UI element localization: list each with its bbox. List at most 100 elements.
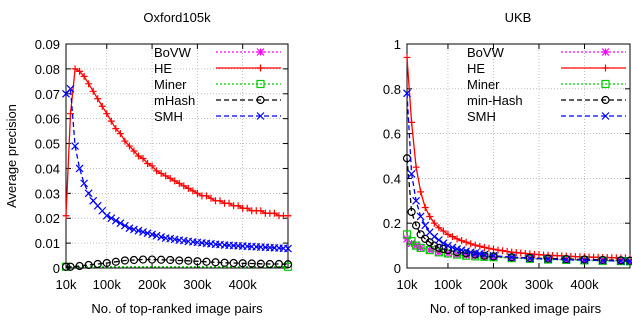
data-point [94,95,102,103]
data-point [76,67,84,75]
data-point [430,241,439,250]
x-tick-label: 10k [397,277,418,292]
y-tick-label: 0.05 [35,137,60,152]
data-point [458,237,466,245]
y-tick-label: 0.09 [35,37,60,52]
data-point [403,89,411,98]
series-line [406,93,631,262]
legend-marker [256,95,265,105]
data-point [89,87,97,95]
data-point [139,154,147,162]
data-point [166,255,175,265]
data-point [449,233,457,241]
data-point [452,250,462,259]
data-point [143,229,152,238]
data-point [412,241,421,250]
data-point [421,204,429,212]
data-point [480,251,489,260]
y-tick-label: 1 [394,37,401,52]
data-point [407,169,416,178]
legend-label: HE [154,61,172,76]
data-point [407,239,416,248]
data-point [444,230,452,238]
data-point [416,212,425,221]
data-point [184,184,192,192]
data-point [211,258,220,267]
data-point [138,255,148,264]
data-point [283,260,293,269]
chart-2: 10k 100k 200k 300k 400k 0 0.2 0.4 0.6 0.8 1 UKB No. … [383,10,632,316]
data-point [207,194,215,202]
data-point [147,255,157,264]
data-point [243,204,251,212]
data-point [98,102,106,110]
data-point [125,142,133,150]
data-point [175,256,184,265]
data-point [503,247,511,255]
data-point [85,80,93,88]
data-point [417,188,425,196]
y-tick-label: 0.06 [35,112,60,127]
data-point [425,245,434,255]
data-point [238,259,247,268]
x-tick-label: 300k [183,277,212,292]
data-point [153,167,161,175]
legend-label: Miner [154,77,187,92]
legend-label: mHash [154,93,195,108]
data-point [453,245,461,253]
data-point [102,211,111,220]
x-axis-label: No. of top-ranked image pairs [430,301,602,316]
data-point [75,164,84,173]
data-point [462,251,471,260]
data-point [130,147,138,155]
data-point [480,250,489,259]
data-point [412,241,421,250]
data-point [430,219,438,227]
data-point [121,137,129,145]
series-smh [62,84,292,253]
data-point [216,197,224,205]
data-point [616,257,625,265]
data-point [598,256,607,265]
data-point [284,212,292,220]
y-tick-label: 0.03 [35,186,60,201]
data-point [453,235,461,243]
data-point [489,251,498,260]
data-point [562,255,571,264]
data-point [66,84,75,93]
x-axis-label: No. of top-ranked image pairs [91,301,263,316]
data-point [457,246,466,255]
data-point [202,192,210,200]
data-point [412,163,420,171]
data-point [157,169,165,177]
chart-1: 10k 100k 200k 300k 400k 0 0.01 0.02 0.03 0.04 0.05… [4,10,293,316]
x-tick-label: 300k [525,277,554,292]
legend-marker [601,112,610,120]
data-point [416,230,425,239]
x-tick-label: 400k [229,277,258,292]
legend-marker [601,95,610,105]
data-point [61,262,71,271]
data-point [448,243,457,252]
x-tick-label: 100k [434,277,463,292]
data-point [189,187,197,195]
data-point [67,110,75,118]
data-point [112,125,120,133]
legend-label: HE [467,61,485,76]
data-point [125,224,134,233]
data-point [421,221,430,230]
chart-title: Oxford105k [143,10,211,25]
data-point [274,259,284,269]
data-point [116,219,125,228]
data-point [525,254,534,263]
legend-label: min-Hash [467,93,523,108]
data-point [102,258,111,268]
y-tick-label: 0.07 [35,87,60,102]
data-point [403,234,411,243]
y-tick-label: 0 [53,261,60,276]
data-point [148,162,156,170]
data-point [434,243,443,252]
y-tick-label: 0.08 [35,62,60,77]
x-tick-label: 10k [56,277,77,292]
